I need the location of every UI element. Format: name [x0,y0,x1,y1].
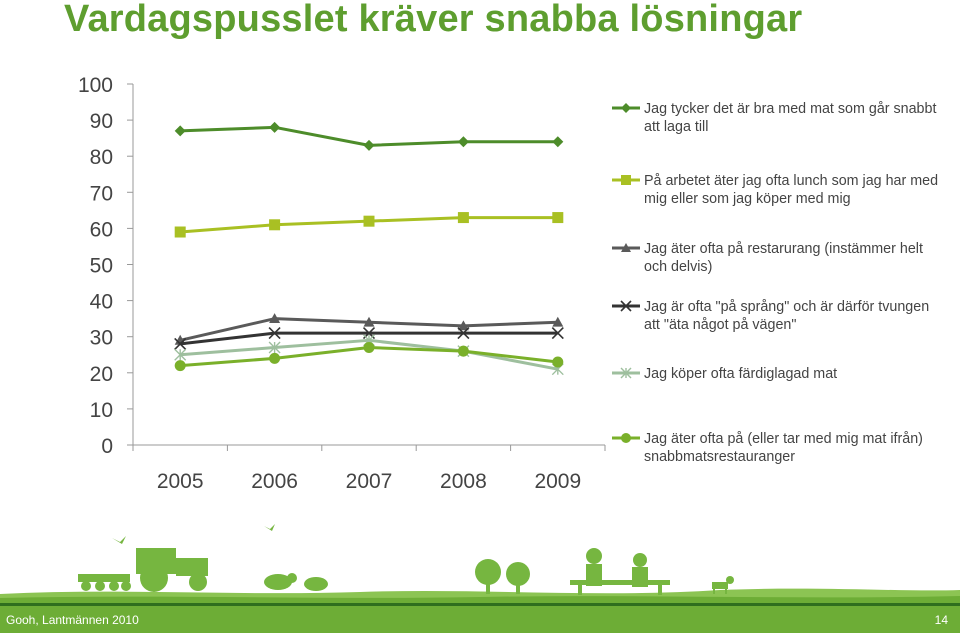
slide-title: Vardagspusslet kräver snabba lösningar [64,0,803,40]
y-tick-label: 50 [90,255,113,278]
x-tick-label: 2008 [440,470,487,493]
legend-label: Jag köper ofta färdiglagad mat [644,366,838,382]
data-point [457,327,470,340]
data-point [552,316,564,327]
data-point [620,300,632,312]
series-layer [174,121,564,376]
series-6 [174,342,564,372]
data-point [363,342,375,354]
data-point [621,243,631,252]
sheep-icon [264,573,328,591]
picnic-people-icon [570,548,670,595]
x-tick-label: 2005 [157,470,204,493]
series-2 [174,212,564,238]
legend-label: Jag äter ofta på (eller tar med mig mat … [644,431,923,465]
data-point [269,121,281,133]
data-point [269,313,281,324]
footer-rule [0,603,960,606]
data-point [174,226,186,238]
data-point [268,327,281,340]
x-tick-label: 2006 [251,470,298,493]
legend-marker [612,243,640,252]
legend-marker [612,175,640,185]
y-tick-label: 60 [90,218,113,241]
x-tick-label: 2007 [346,470,393,493]
chart-axes [127,83,606,451]
data-point-stroke [457,327,470,340]
data-point [457,320,469,331]
data-point [621,175,631,185]
page-number: 14 [934,613,948,627]
data-point [621,103,631,113]
data-point-stroke [268,327,281,340]
data-point [363,316,375,327]
data-point [174,125,186,137]
bird-icon [264,524,275,531]
y-tick-label: 80 [90,146,113,169]
y-tick-label: 20 [90,363,113,386]
y-tick-label: 30 [90,327,113,350]
plough-icon [78,574,131,591]
data-point [174,360,186,372]
y-tick-labels: 0 10 20 30 40 50 60 70 80 90 100 [78,74,113,458]
data-point [268,341,281,354]
dog-icon [712,576,734,594]
y-tick-label: 10 [90,399,113,422]
data-point [269,352,281,364]
legend-label: På arbetet äter jag ofta lunch som jag h… [644,173,939,207]
farm-silhouette-illustration [0,524,960,603]
data-point [457,212,469,224]
tractor-icon [136,548,208,592]
footer-source: Gooh, Lantmännen 2010 [6,613,139,627]
data-point [551,327,564,340]
data-point [620,367,632,379]
y-tick-label: 70 [90,182,113,205]
x-tick-labels: 2005 2006 2007 2008 2009 [157,470,581,493]
legend-marker [612,433,640,443]
data-point [174,337,187,350]
y-tick-label: 90 [90,110,113,133]
legend-label: Jag tycker det är bra med mat som går sn… [644,101,937,135]
trees-icon [475,559,530,594]
data-point-stroke [620,300,632,312]
data-point [552,212,564,224]
slide-footer: Gooh, Lantmännen 2010 14 [0,603,960,633]
y-tick-label: 100 [78,74,113,97]
data-point [363,139,375,151]
data-point-stroke [551,327,564,340]
data-point [621,433,631,443]
data-point [174,348,187,361]
legend-label: Jag är ofta "på språng" och är därför tv… [644,299,930,333]
data-point [269,219,281,231]
data-point [363,215,375,227]
data-point [457,345,469,357]
y-tick-label: 40 [90,291,113,314]
bird-icon [112,536,126,544]
data-point-stroke [174,337,187,350]
y-tick-label: 0 [101,435,113,458]
legend-marker [612,103,640,113]
data-point [552,356,564,368]
legend-marker [612,300,640,312]
series-1 [174,121,564,151]
data-point [457,136,469,148]
x-tick-label: 2009 [534,470,581,493]
legend-label: Jag äter ofta på restarurang (instämmer … [644,241,923,275]
legend-marker [612,367,640,379]
data-point [552,136,564,148]
